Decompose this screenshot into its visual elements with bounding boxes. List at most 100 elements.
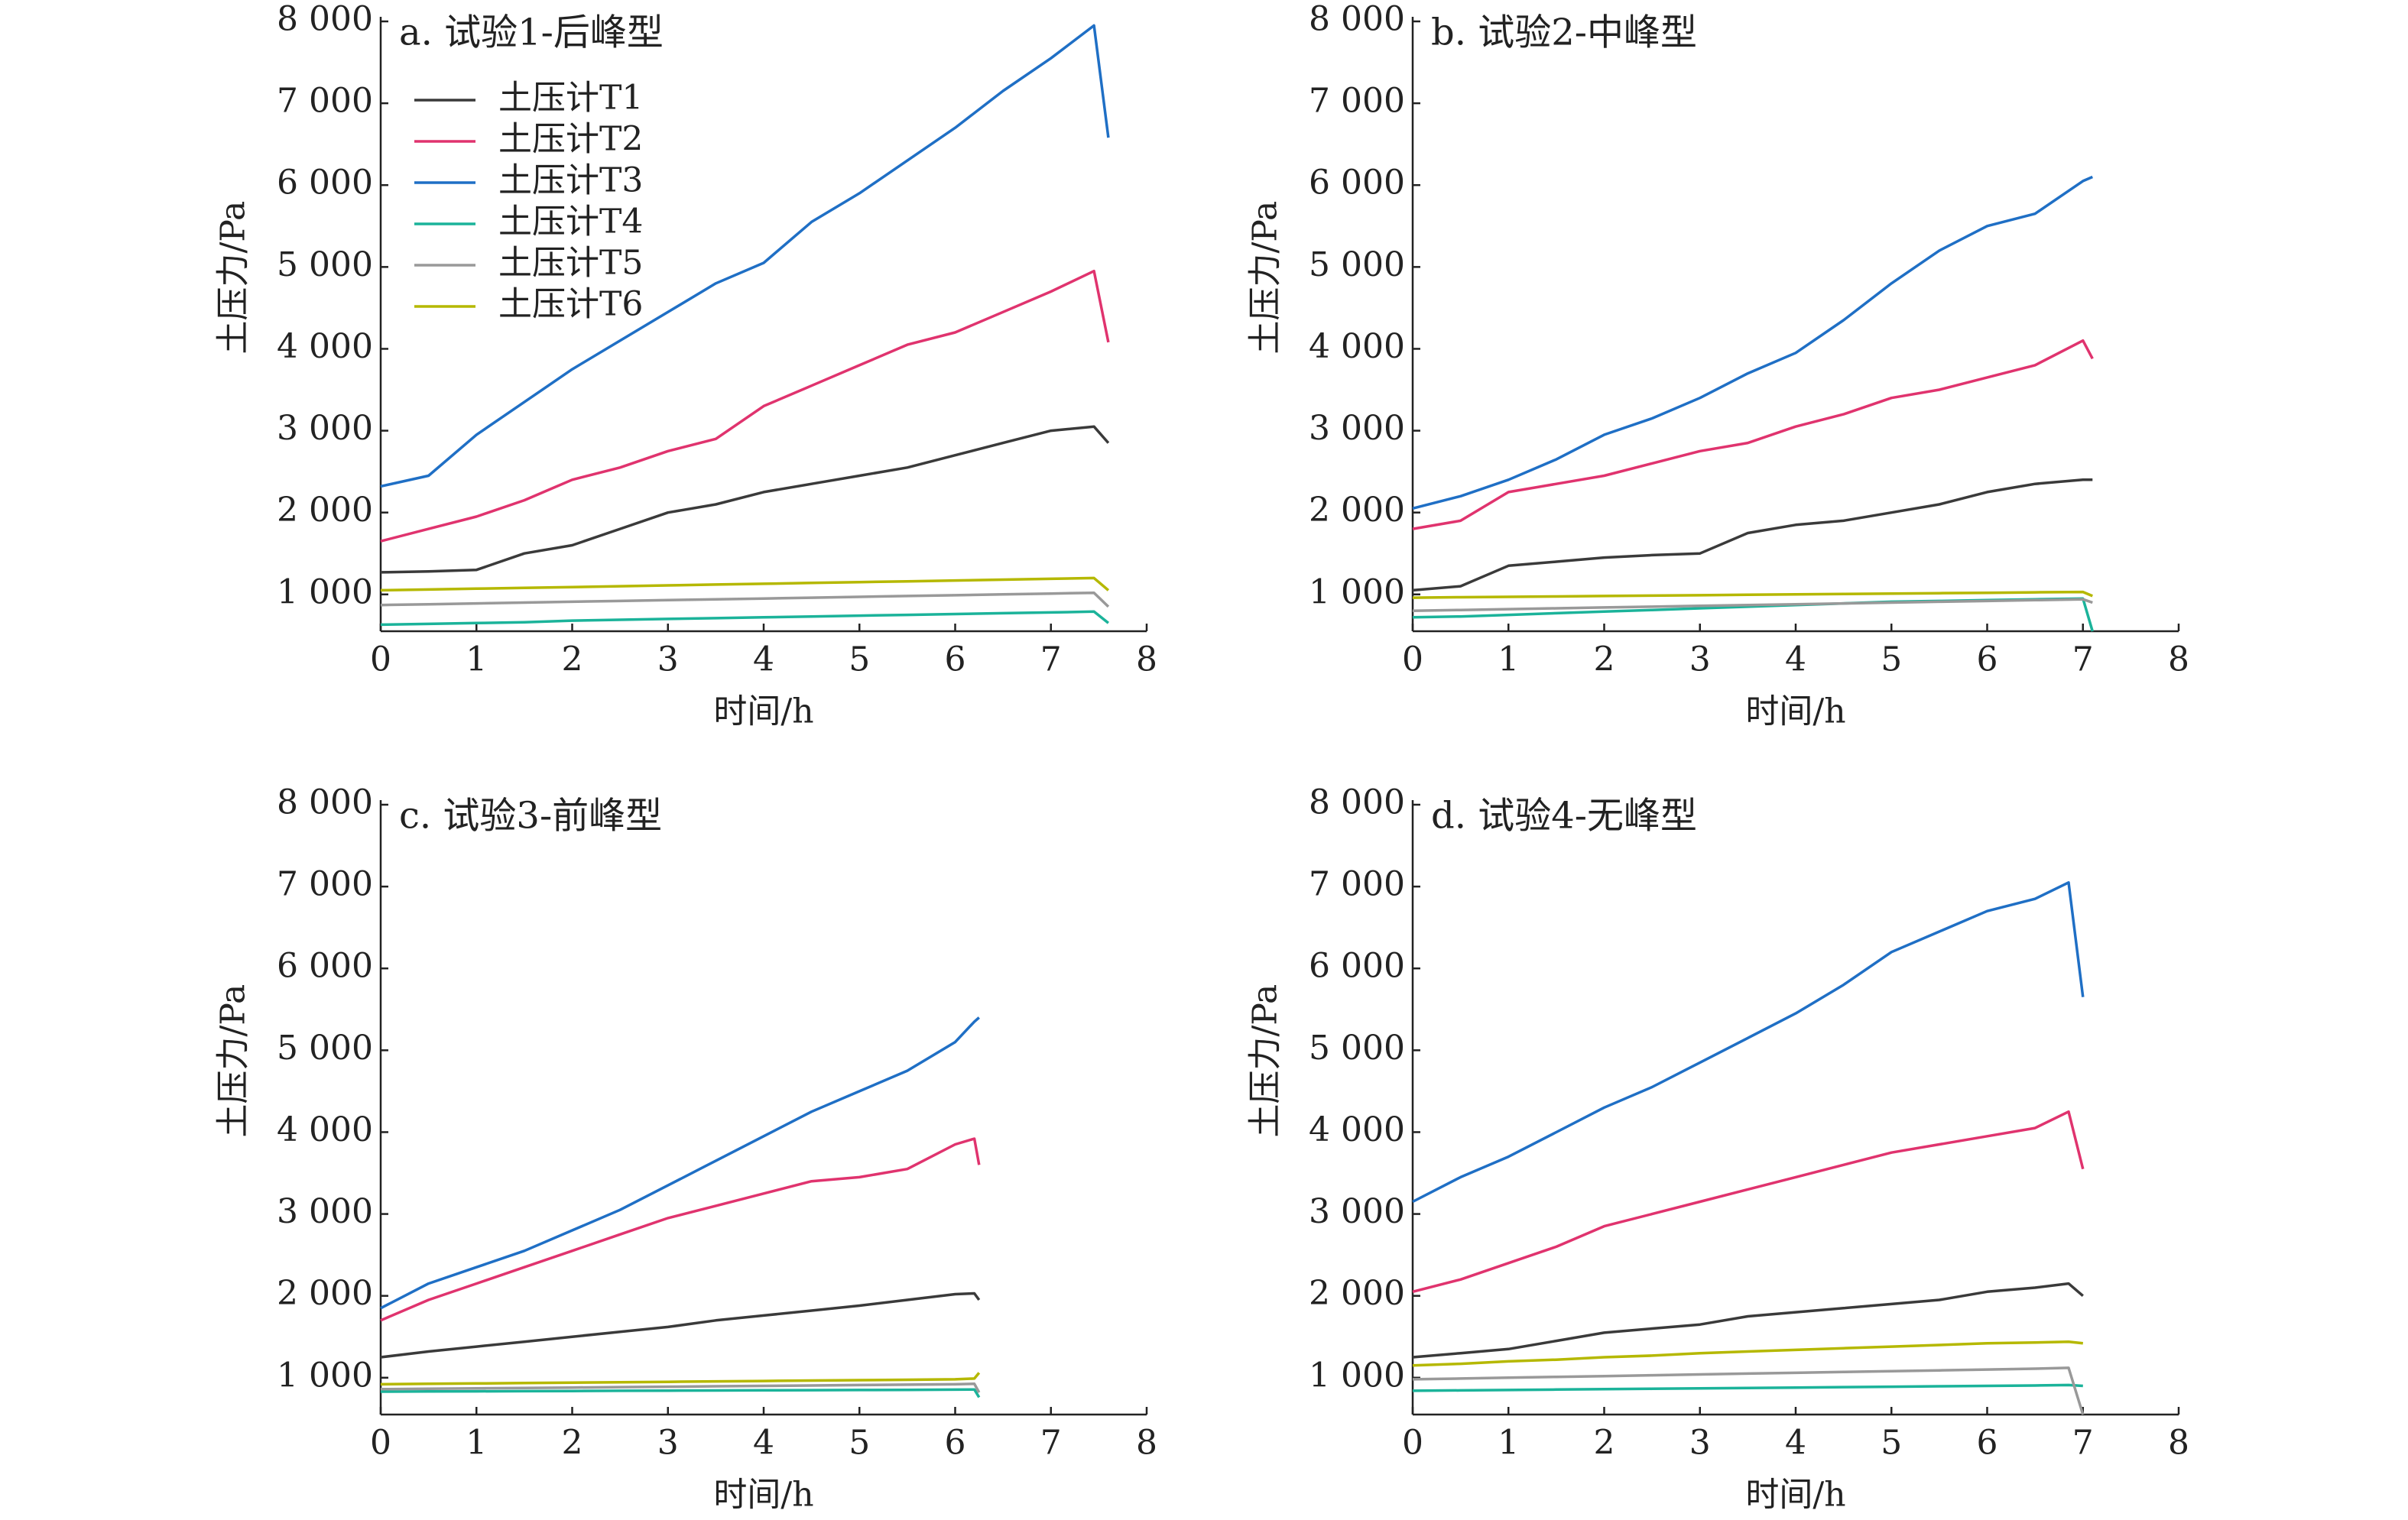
x-tick-label: 5 xyxy=(849,1424,870,1463)
x-tick-label: 5 xyxy=(1881,1424,1902,1463)
x-tick-label: 7 xyxy=(2072,1424,2094,1463)
legend-label: 土压计T1 xyxy=(498,79,643,118)
series-line xyxy=(1412,598,2093,612)
series-line xyxy=(380,1292,981,1359)
series-line xyxy=(1412,1366,2085,1415)
x-axis-label: 时间/h xyxy=(1745,692,1845,731)
y-tick-label: 2 000 xyxy=(1309,1274,1405,1313)
legend-label: 土压计T5 xyxy=(498,244,643,283)
series-line xyxy=(380,269,1110,543)
series-line xyxy=(380,1372,981,1386)
y-tick-label: 8 000 xyxy=(1309,0,1405,39)
y-tick-label: 8 000 xyxy=(277,783,373,822)
series-line xyxy=(380,1382,981,1393)
x-tick-label: 2 xyxy=(1594,640,1615,679)
x-tick-label: 8 xyxy=(1136,640,1157,679)
y-axis-label: 土压力/Pa xyxy=(1246,984,1285,1138)
y-tick-label: 3 000 xyxy=(277,409,373,448)
series-line xyxy=(1412,1383,2083,1392)
series-line xyxy=(380,24,1110,488)
y-axis-label: 土压力/Pa xyxy=(1246,201,1285,355)
x-tick-label: 2 xyxy=(562,1424,583,1463)
x-axis-label: 时间/h xyxy=(713,1476,813,1515)
y-tick-label: 1 000 xyxy=(277,1356,373,1395)
series-line xyxy=(380,425,1110,574)
x-tick-label: 0 xyxy=(1402,640,1423,679)
y-tick-label: 3 000 xyxy=(1309,1192,1405,1231)
x-axis-label: 时间/h xyxy=(1745,1476,1845,1515)
series-line xyxy=(1412,1282,2084,1359)
chart-title: a. 试验1-后峰型 xyxy=(399,11,664,54)
x-tick-label: 6 xyxy=(1977,1424,1998,1463)
y-tick-label: 7 000 xyxy=(277,82,373,121)
y-tick-label: 2 000 xyxy=(277,491,373,530)
x-tick-label: 3 xyxy=(657,1424,679,1463)
x-tick-label: 1 xyxy=(1498,640,1519,679)
y-tick-label: 6 000 xyxy=(277,164,373,203)
y-tick-label: 3 000 xyxy=(1309,409,1405,448)
x-axis-label: 时间/h xyxy=(713,692,813,731)
y-tick-label: 8 000 xyxy=(277,0,373,39)
y-tick-label: 1 000 xyxy=(277,572,373,611)
x-tick-label: 4 xyxy=(753,1424,774,1463)
y-tick-label: 1 000 xyxy=(1309,1356,1405,1395)
chart-title: c. 试验3-前峰型 xyxy=(399,795,662,838)
x-tick-label: 3 xyxy=(1689,640,1711,679)
y-tick-label: 3 000 xyxy=(277,1192,373,1231)
x-tick-label: 8 xyxy=(2168,640,2189,679)
x-tick-label: 0 xyxy=(1402,1424,1423,1463)
x-tick-label: 7 xyxy=(1040,1424,1062,1463)
legend-label: 土压计T2 xyxy=(498,120,643,159)
series-line xyxy=(380,610,1109,627)
y-tick-label: 5 000 xyxy=(1309,1029,1405,1068)
series-line xyxy=(1412,1110,2085,1293)
x-tick-label: 2 xyxy=(562,640,583,679)
legend-label: 土压计T4 xyxy=(498,203,643,241)
series-line xyxy=(380,1016,980,1310)
series-line xyxy=(380,1137,981,1322)
y-tick-label: 6 000 xyxy=(1309,164,1405,203)
y-tick-label: 4 000 xyxy=(1309,1110,1405,1149)
y-tick-label: 5 000 xyxy=(277,1029,373,1068)
x-tick-label: 6 xyxy=(1977,640,1998,679)
y-tick-label: 4 000 xyxy=(277,1110,373,1149)
x-tick-label: 5 xyxy=(1881,640,1902,679)
x-tick-label: 7 xyxy=(2072,640,2094,679)
x-tick-label: 1 xyxy=(1498,1424,1519,1463)
series-line xyxy=(1412,339,2094,530)
x-tick-label: 4 xyxy=(1785,1424,1806,1463)
x-tick-label: 8 xyxy=(2168,1424,2189,1463)
series-line xyxy=(1412,881,2085,1204)
x-tick-label: 6 xyxy=(945,640,966,679)
y-tick-label: 2 000 xyxy=(277,1274,373,1313)
x-tick-label: 4 xyxy=(1785,640,1806,679)
y-tick-label: 2 000 xyxy=(1309,491,1405,530)
y-axis-label: 土压力/Pa xyxy=(214,201,253,355)
series-line xyxy=(380,591,1110,608)
series-line xyxy=(1412,478,2093,592)
series-line xyxy=(380,1388,981,1398)
legend-label: 土压计T6 xyxy=(498,285,643,324)
x-tick-label: 7 xyxy=(1040,640,1062,679)
y-tick-label: 7 000 xyxy=(1309,865,1405,904)
x-tick-label: 8 xyxy=(1136,1424,1157,1463)
x-tick-label: 1 xyxy=(466,640,487,679)
y-tick-label: 6 000 xyxy=(1309,947,1405,986)
series-line xyxy=(1412,590,2093,599)
chart-title: b. 试验2-中峰型 xyxy=(1431,11,1697,54)
x-tick-label: 3 xyxy=(657,640,679,679)
y-tick-label: 8 000 xyxy=(1309,783,1405,822)
x-tick-label: 2 xyxy=(1594,1424,1615,1463)
y-tick-label: 6 000 xyxy=(277,947,373,986)
series-line xyxy=(380,576,1110,592)
y-tick-label: 7 000 xyxy=(1309,82,1405,121)
series-line xyxy=(1412,597,2094,632)
y-tick-label: 4 000 xyxy=(1309,327,1405,366)
x-tick-label: 5 xyxy=(849,640,870,679)
y-tick-label: 4 000 xyxy=(277,327,373,366)
series-line xyxy=(1412,175,2093,510)
y-tick-label: 5 000 xyxy=(277,245,373,284)
legend-label: 土压计T3 xyxy=(498,161,643,200)
x-tick-label: 3 xyxy=(1689,1424,1711,1463)
